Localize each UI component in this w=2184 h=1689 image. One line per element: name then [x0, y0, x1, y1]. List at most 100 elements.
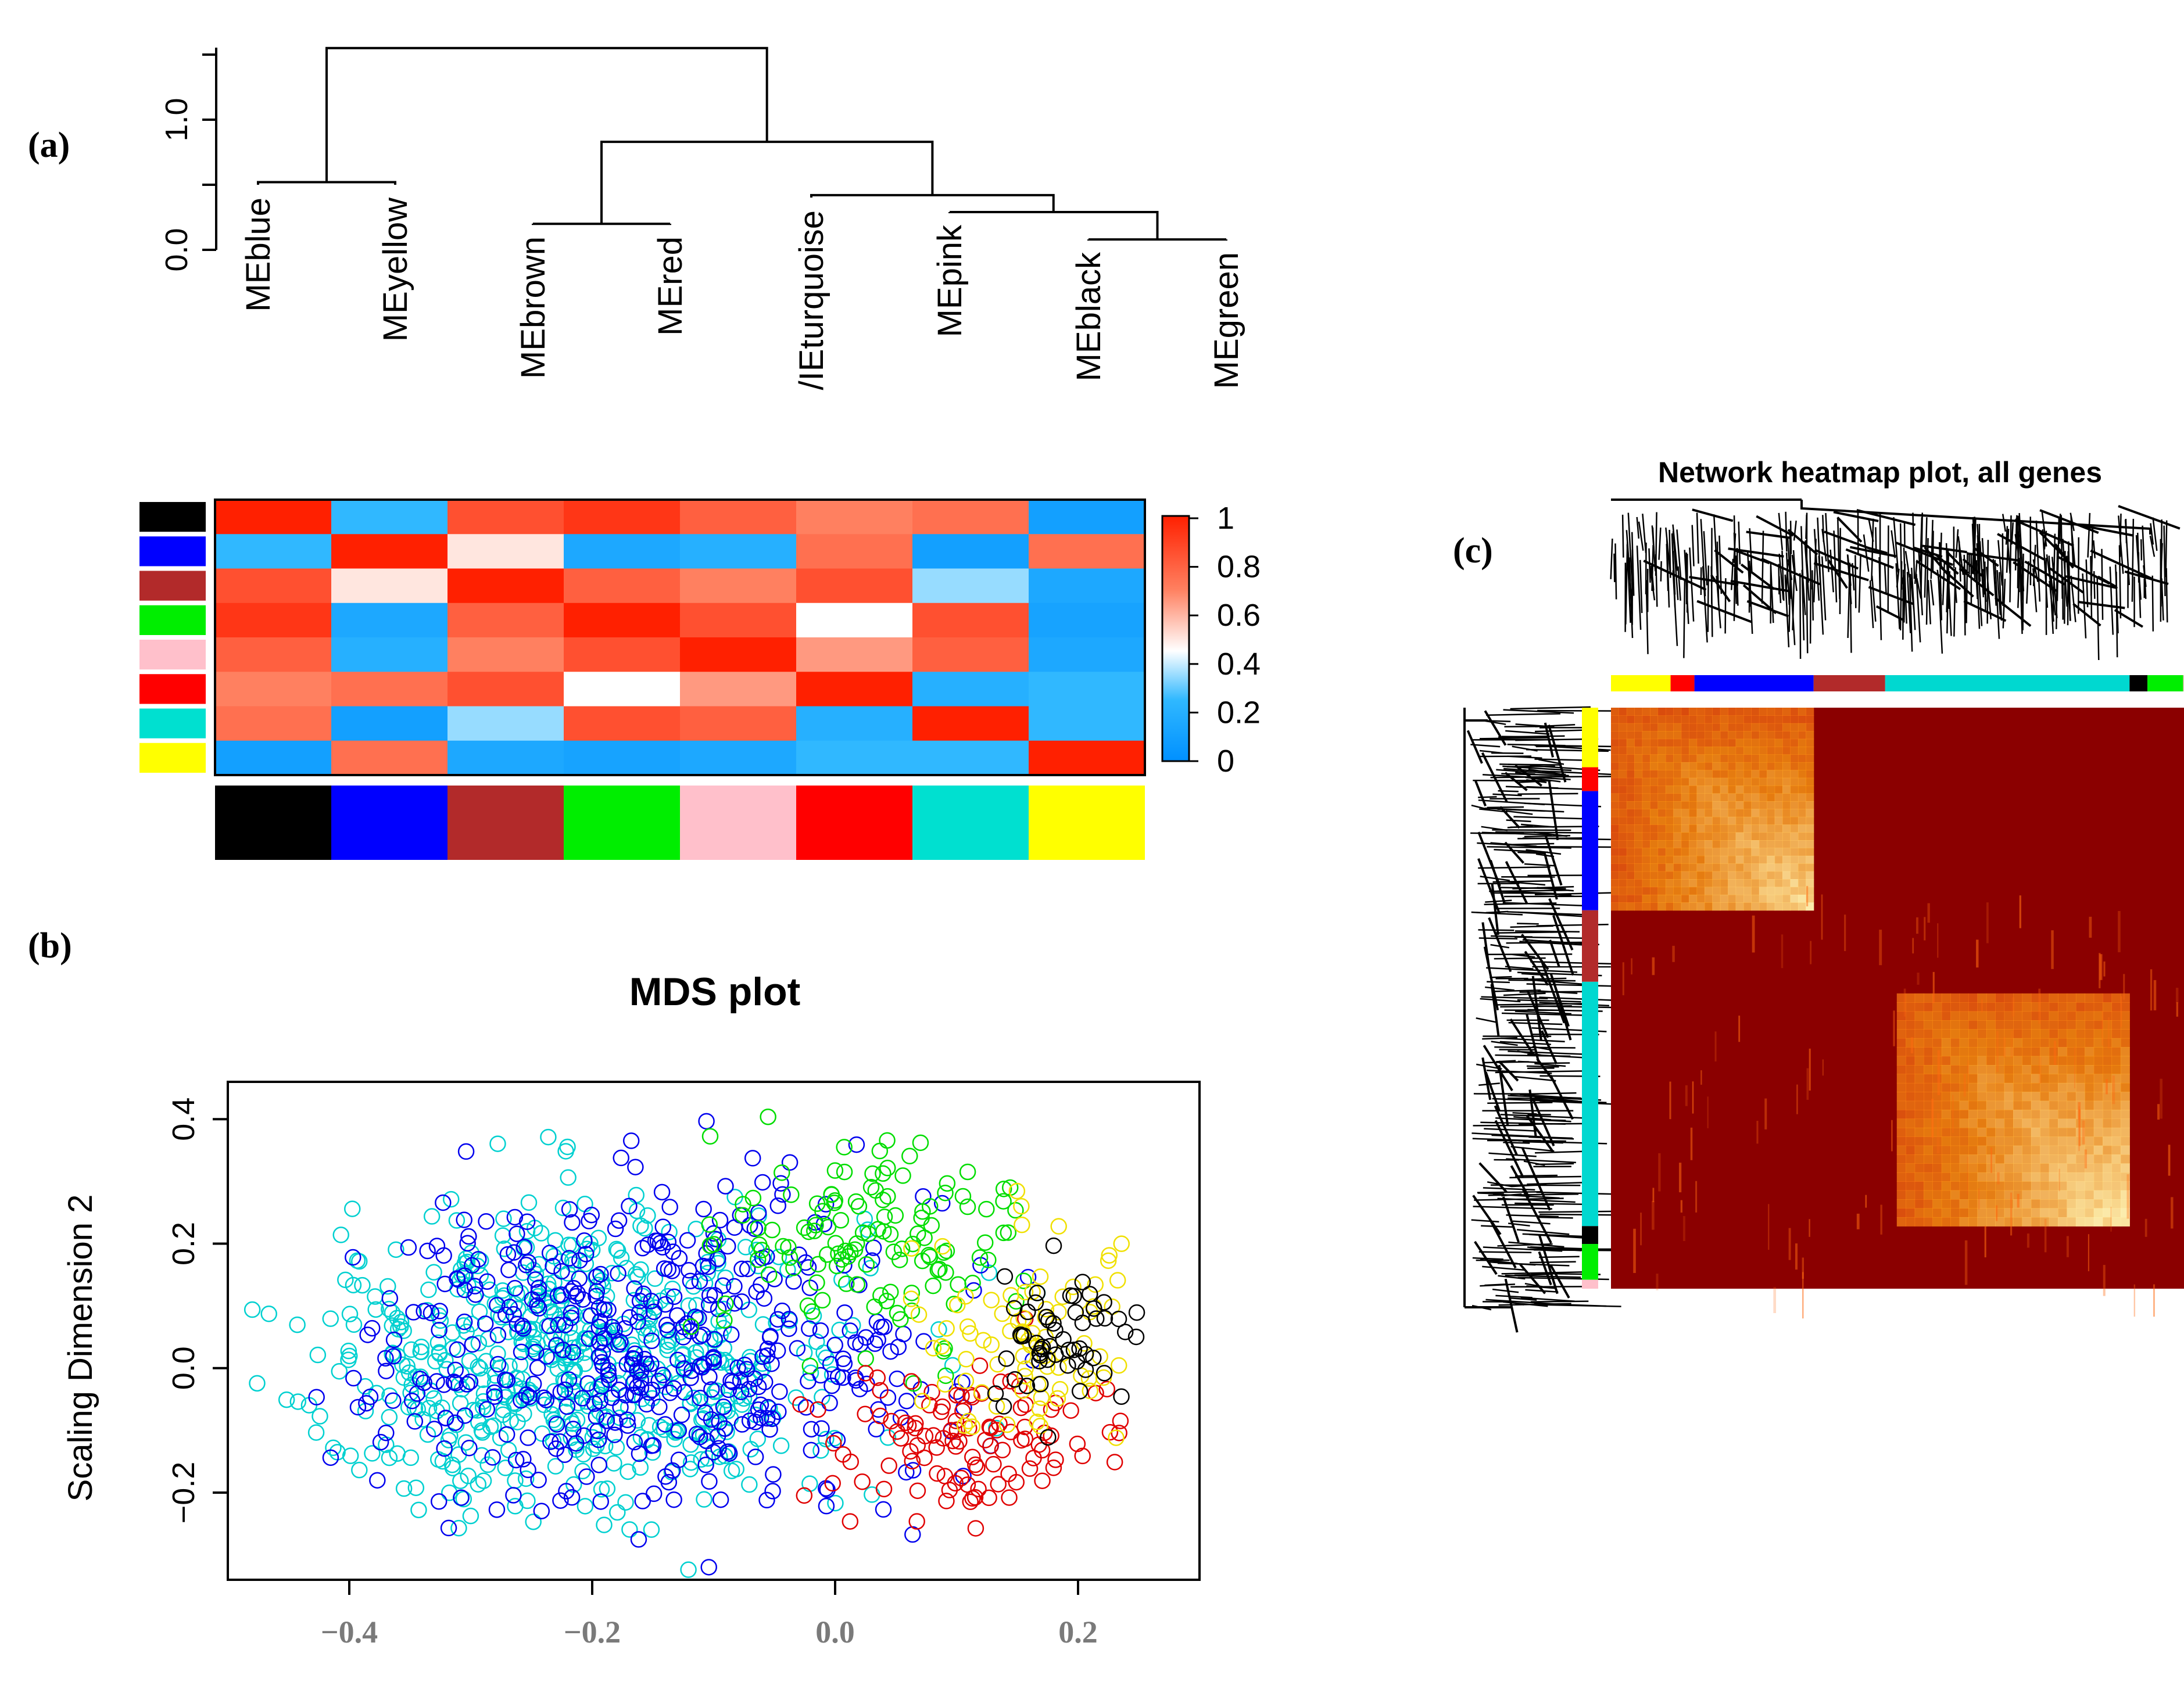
network-matrix-cell	[2040, 1092, 2050, 1102]
network-top-dendrogram-branch	[1916, 560, 1961, 590]
network-matrix-stripe	[2038, 988, 2041, 1024]
network-matrix-cell	[2085, 1002, 2095, 1012]
network-matrix-cell	[1932, 1020, 1942, 1030]
mds-point-red	[907, 1415, 924, 1432]
network-top-dendrogram-branch	[1724, 578, 1727, 634]
mds-point-blue	[426, 1421, 443, 1437]
network-matrix-cell	[1704, 747, 1713, 755]
network-matrix-cell	[2093, 1092, 2103, 1102]
network-matrix-cell	[1665, 777, 1674, 786]
mds-point-blue	[456, 1407, 474, 1424]
mds-point-blue	[610, 1265, 626, 1282]
network-matrix-cell	[1977, 1110, 1987, 1120]
network-matrix-cell	[1924, 1082, 1934, 1092]
network-matrix-cell	[2120, 1092, 2130, 1102]
network-left-dendrogram-branch	[1521, 1147, 1551, 1211]
network-matrix-cell	[1924, 1029, 1934, 1039]
network-top-dendrogram-branch	[2152, 517, 2158, 551]
network-matrix-cell	[2067, 1047, 2076, 1057]
network-matrix-cell	[1626, 824, 1635, 833]
network-left-dendrogram-branch	[1504, 772, 1528, 791]
network-matrix-cell	[2040, 1065, 2050, 1075]
mds-point-red	[969, 1459, 986, 1476]
mds-point-blue	[661, 1385, 679, 1401]
network-matrix-cell	[1790, 871, 1799, 880]
network-matrix-cell	[1968, 1065, 1978, 1075]
network-matrix-cell	[1950, 1029, 1960, 1039]
network-matrix-cell	[1906, 1217, 1916, 1227]
network-matrix-cell	[1720, 731, 1728, 740]
network-matrix-cell	[2120, 1163, 2130, 1173]
network-matrix-cell	[2013, 1172, 2023, 1182]
mds-point-black	[1005, 1300, 1023, 1317]
network-matrix-cell	[1774, 863, 1783, 872]
mds-point-red	[938, 1493, 955, 1509]
network-matrix-cell	[1696, 879, 1705, 888]
network-matrix-cell	[1720, 786, 1728, 794]
network-matrix-cell	[2085, 1082, 2095, 1092]
network-matrix-stripe	[2106, 1079, 2108, 1095]
mds-point-red	[908, 1513, 925, 1530]
network-matrix-cell	[1968, 1002, 1978, 1012]
network-matrix-cell	[1896, 1029, 1906, 1039]
network-matrix-cell	[1657, 762, 1666, 770]
network-matrix-cell	[1896, 1056, 1906, 1066]
mds-point-blue	[706, 1287, 724, 1304]
network-matrix-cell	[1959, 1100, 1969, 1110]
network-matrix-cell	[1681, 786, 1689, 794]
network-top-dendrogram-branch	[1863, 534, 1870, 572]
network-left-dendrogram-branch	[1471, 1304, 1492, 1311]
network-matrix-cell	[1896, 1092, 1906, 1102]
mds-point-turquoise	[710, 1313, 727, 1330]
network-matrix-cell	[2067, 1092, 2076, 1102]
network-matrix-cell	[1968, 1199, 1978, 1209]
mds-point-turquoise	[427, 1353, 444, 1370]
network-left-dendrogram-branch	[1502, 765, 1572, 772]
network-matrix-cell	[1642, 747, 1650, 755]
network-matrix-cell	[1950, 1163, 1960, 1173]
network-matrix-cell	[1924, 1020, 1934, 1030]
mds-point-blue	[781, 1154, 799, 1171]
network-matrix-cell	[2093, 1100, 2103, 1110]
mds-point-black	[1040, 1429, 1057, 1446]
network-matrix-cell	[1950, 993, 1960, 1003]
network-matrix-stripe	[1795, 1243, 1798, 1270]
mds-point-blue	[550, 1317, 567, 1333]
network-matrix-cell	[2022, 1011, 2032, 1021]
network-matrix-cell	[1941, 993, 1951, 1003]
network-top-dendrogram-branch	[1916, 573, 1921, 643]
network-matrix-cell	[1906, 1163, 1916, 1173]
network-matrix-cell	[1767, 902, 1775, 911]
network-matrix-cell	[1986, 1038, 1996, 1048]
mds-point-red	[990, 1476, 1007, 1493]
network-left-dendrogram-branch	[1477, 831, 1501, 887]
network-matrix-cell	[2031, 1163, 2040, 1173]
network-top-dendrogram-branch	[1884, 564, 1887, 593]
network-matrix-cell	[1896, 1065, 1906, 1075]
mds-point-blue	[538, 1348, 555, 1365]
mds-point-turquoise	[826, 1430, 843, 1447]
network-matrix-cell	[2040, 1056, 2050, 1066]
network-left-dendrogram-branch	[1544, 722, 1554, 758]
network-matrix-cell	[1735, 786, 1744, 794]
network-matrix-cell	[1751, 731, 1760, 740]
network-top-dendrogram-branch	[2124, 519, 2131, 586]
mds-point-blue	[349, 1398, 367, 1416]
mds-point-blue	[638, 1396, 655, 1413]
mds-point-blue	[488, 1501, 506, 1518]
network-matrix-cell	[1712, 863, 1721, 872]
network-matrix-cell	[1743, 738, 1752, 747]
network-matrix-cell	[1751, 871, 1760, 880]
network-matrix-cell	[1941, 1074, 1951, 1084]
network-matrix-cell	[1665, 832, 1674, 841]
mds-point-turquoise	[470, 1335, 488, 1351]
mds-point-turquoise	[693, 1451, 710, 1468]
network-matrix-cell	[2085, 1208, 2095, 1218]
network-matrix-cell	[1743, 902, 1752, 911]
network-matrix-stripe	[2010, 1030, 2013, 1059]
heatmap-row-color-red	[139, 674, 206, 704]
network-matrix-cell	[2049, 1038, 2058, 1048]
network-matrix-cell	[2013, 1127, 2023, 1137]
network-matrix-cell	[2004, 1038, 2014, 1048]
network-matrix-cell	[1790, 824, 1799, 833]
